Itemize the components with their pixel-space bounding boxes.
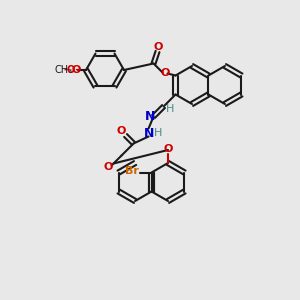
Text: O: O: [117, 127, 126, 136]
Text: O: O: [161, 68, 170, 77]
Text: O: O: [71, 65, 81, 75]
Text: N: N: [146, 110, 156, 123]
Text: CH₃: CH₃: [55, 65, 73, 75]
Text: H: H: [154, 128, 163, 139]
Text: O: O: [104, 161, 113, 172]
Text: N: N: [144, 127, 155, 140]
Text: H: H: [167, 104, 175, 115]
Text: O: O: [154, 43, 163, 52]
Text: O: O: [163, 144, 173, 154]
Text: Br: Br: [124, 167, 139, 176]
Text: -O-: -O-: [64, 65, 80, 75]
